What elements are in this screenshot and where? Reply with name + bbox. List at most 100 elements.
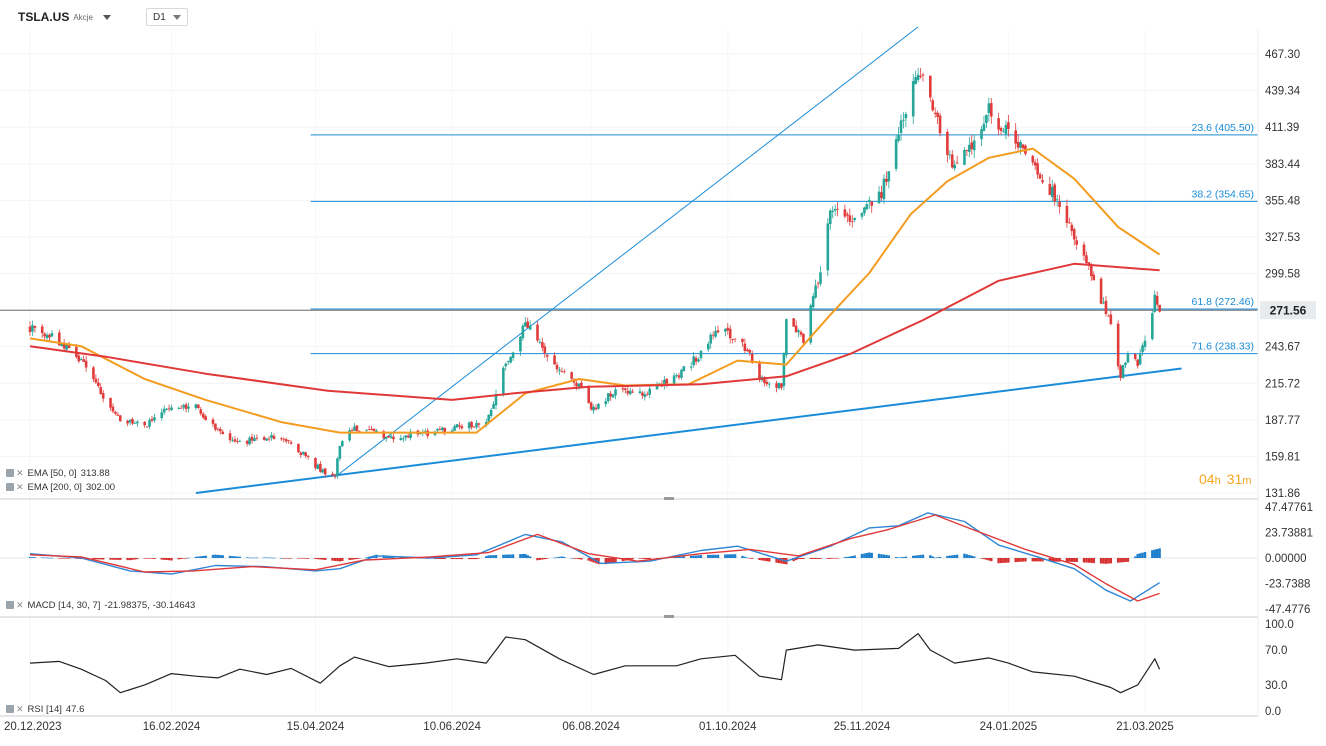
candle-body <box>31 325 34 332</box>
macd-histogram-bar <box>1051 558 1054 562</box>
time-axis[interactable]: 20.12.2023 16.02.2024 15.04.2024 10.06.2024… <box>4 721 1174 733</box>
indicator-label-rsi[interactable]: ✕ RSI [14] 47.6 <box>6 703 85 715</box>
grip-icon[interactable] <box>6 469 14 477</box>
candle-body <box>706 343 710 350</box>
macd-histogram-bar <box>1002 558 1005 563</box>
candle-body <box>731 338 734 340</box>
candle-body <box>955 162 959 164</box>
fib-level-label: 71.6 (238.33) <box>1192 341 1254 353</box>
candle-body <box>99 387 103 395</box>
price-tick-label: 159.81 <box>1265 451 1300 463</box>
candle-body <box>160 412 164 419</box>
price-axis[interactable]: 467.30 439.34 411.39 383.44 355.48 327.53 299.… <box>1260 49 1316 500</box>
grip-icon[interactable] <box>6 601 14 609</box>
macd-histogram-bar <box>592 558 595 563</box>
candle-body <box>597 404 600 409</box>
macd-histogram-bar <box>951 555 954 558</box>
macd-axis[interactable]: 47.47761 23.73881 0.00000 -23.7388 -47.4776 <box>1265 502 1313 616</box>
close-icon[interactable]: ✕ <box>16 481 24 492</box>
timeframe-selector[interactable]: D1 <box>146 8 188 26</box>
macd-histogram-bar <box>746 557 749 559</box>
candle-body <box>201 413 205 418</box>
macd-histogram-bar <box>167 558 171 561</box>
macd-histogram-bar <box>272 557 276 559</box>
macd-histogram-bar <box>331 558 334 561</box>
macd-histogram-bar <box>219 555 222 558</box>
macd-histogram-bar <box>1065 558 1069 562</box>
candle-body <box>162 408 166 413</box>
macd-histogram-bar <box>646 558 649 560</box>
candle-body <box>236 441 239 442</box>
macd-histogram-bar <box>1075 558 1078 563</box>
price-tick-label: 215.72 <box>1265 378 1300 390</box>
candle-body <box>304 452 308 456</box>
macd-histogram-bar <box>477 558 481 559</box>
candle-body <box>765 381 769 385</box>
macd-histogram-bar <box>829 558 832 559</box>
macd-histogram-bar <box>306 558 310 559</box>
macd-histogram-bar <box>882 554 886 558</box>
macd-histogram-bar <box>48 557 51 559</box>
rsi-label: RSI [14] <box>27 703 62 715</box>
candle-body <box>902 119 905 121</box>
macd-histogram-bar <box>628 558 632 560</box>
macd-histogram-bar <box>97 558 100 560</box>
macd-tick-label: 0.00000 <box>1265 553 1307 565</box>
macd-histogram-bar <box>1007 558 1010 563</box>
candle-body <box>384 436 388 439</box>
candle-body <box>672 375 676 385</box>
candle-body <box>399 437 403 441</box>
macd-histogram-bar <box>284 558 288 559</box>
macd-histogram-bar <box>853 555 856 558</box>
candle-body <box>743 343 747 351</box>
macd-histogram-bar <box>131 558 134 560</box>
macd-histogram-bar <box>777 558 781 564</box>
close-icon[interactable]: ✕ <box>16 467 24 478</box>
candle-body <box>148 420 151 427</box>
candle-body <box>165 408 168 410</box>
candle-body <box>850 221 854 223</box>
candle-body <box>48 334 51 338</box>
candle-body <box>494 394 498 406</box>
candle-body <box>697 359 700 362</box>
candle-body <box>233 439 237 442</box>
macd-histogram-bar <box>982 558 986 560</box>
macd-histogram-bar <box>236 556 239 558</box>
macd-histogram-bar <box>572 558 576 559</box>
symbol-selector[interactable]: TSLA.US Akcje <box>18 8 111 26</box>
grip-icon[interactable] <box>6 705 14 713</box>
candle-body <box>187 406 190 409</box>
price-tick-label: 187.77 <box>1265 415 1300 427</box>
candle-body <box>843 209 847 217</box>
macd-histogram-bar <box>358 558 361 559</box>
candle-body <box>197 404 200 408</box>
close-icon[interactable]: ✕ <box>16 703 24 714</box>
macd-histogram-bar <box>709 554 712 558</box>
candle-body <box>216 428 220 430</box>
indicator-label-macd[interactable]: ✕ MACD [14, 30, 7] -21.98375, -30.14643 <box>6 599 196 611</box>
candle-body <box>60 344 64 346</box>
macd-histogram-bar <box>182 558 185 559</box>
fib-level-label: 23.6 (405.50) <box>1192 122 1254 134</box>
macd-histogram-bar <box>128 558 132 561</box>
macd-histogram-bar <box>953 554 956 558</box>
macd-histogram-bar <box>682 556 686 558</box>
grip-icon[interactable] <box>6 483 14 491</box>
candle-body <box>899 120 903 133</box>
indicator-label-ema50[interactable]: ✕ EMA [50, 0] 313.88 <box>6 467 110 479</box>
macd-histogram-bar <box>758 558 761 561</box>
macd-histogram-bar <box>968 554 971 558</box>
macd-histogram-bar <box>1126 558 1130 562</box>
macd-histogram-bar <box>1141 552 1144 558</box>
indicator-label-ema200[interactable]: ✕ EMA [200, 0] 302.00 <box>6 481 116 493</box>
rsi-axis[interactable]: 100.0 70.0 30.0 0.0 <box>1265 619 1294 718</box>
close-icon[interactable]: ✕ <box>16 599 24 610</box>
candle-body <box>1004 124 1008 135</box>
macd-histogram-bar <box>143 558 146 559</box>
macd-histogram-bar <box>553 557 556 559</box>
candle-body <box>145 426 149 428</box>
candle-body <box>563 371 566 373</box>
macd-histogram-bar <box>1116 558 1120 563</box>
countdown-minutes: 31 <box>1226 471 1243 487</box>
